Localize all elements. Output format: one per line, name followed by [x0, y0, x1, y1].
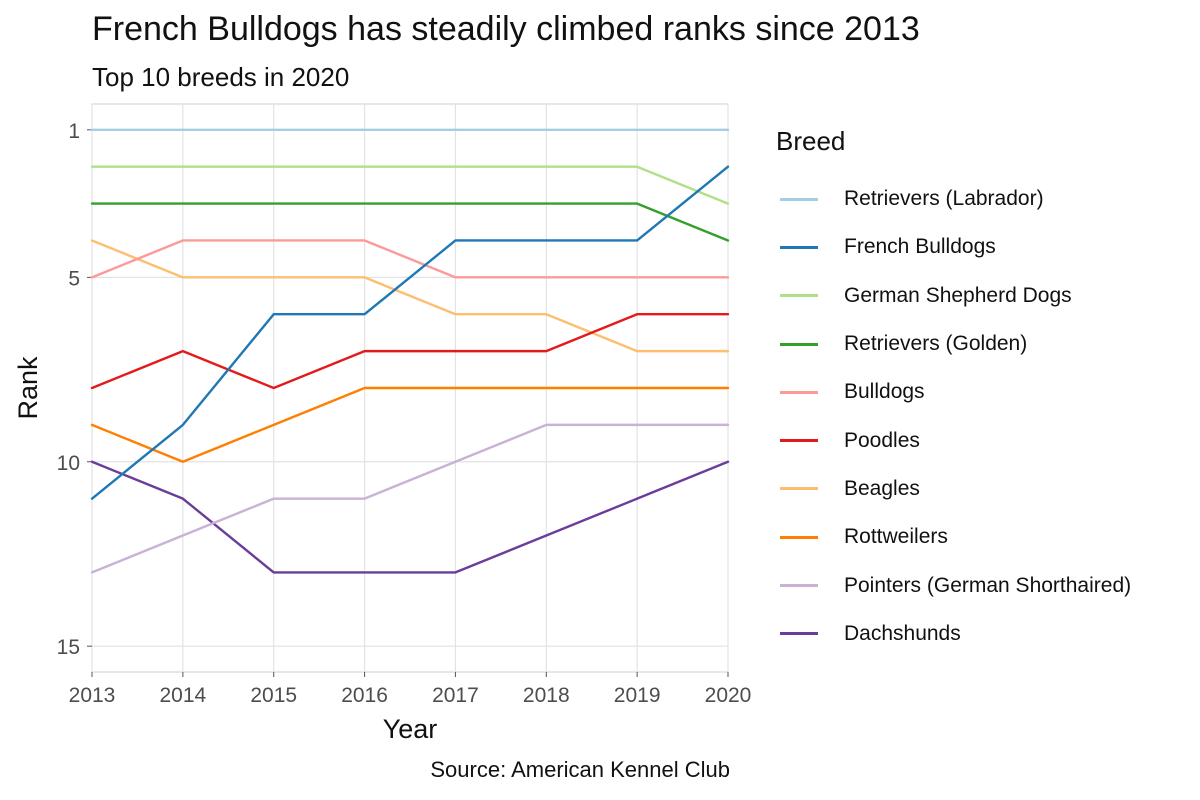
legend-label: Rottweilers — [844, 525, 948, 549]
series-line-pointers-german-shorthaired — [90, 423, 730, 574]
chart-subtitle: Top 10 breeds in 2020 — [92, 62, 350, 92]
legend-key — [780, 535, 818, 539]
legend-key — [780, 487, 818, 491]
legend-key — [780, 245, 818, 249]
legend-title: Breed — [776, 126, 846, 156]
series-line-beagles — [90, 239, 730, 353]
legend-item: Retrievers (Labrador) — [776, 175, 1131, 223]
legend-key — [780, 632, 818, 636]
x-tick-label: 2014 — [159, 684, 206, 707]
legend: Breed Retrievers (Labrador) French Bulldo… — [776, 126, 1131, 658]
legend-label: German Shepherd Dogs — [844, 283, 1072, 307]
x-tick-label: 2016 — [341, 684, 388, 707]
y-tick-label: 15 — [57, 636, 80, 659]
x-tick-label: 2018 — [523, 684, 570, 707]
x-tick-label: 2013 — [69, 684, 116, 707]
legend-label: Retrievers (Labrador) — [844, 187, 1044, 211]
legend-item: German Shepherd Dogs — [776, 272, 1131, 320]
legend-item: Retrievers (Golden) — [776, 320, 1131, 368]
y-axis-title: Rank — [13, 356, 43, 420]
legend-label: Dachshunds — [844, 621, 961, 645]
legend-item: Dachshunds — [776, 610, 1131, 658]
chart-title: French Bulldogs has steadily climbed ran… — [92, 10, 920, 48]
y-tick-label: 10 — [57, 452, 80, 475]
legend-label: French Bulldogs — [844, 235, 996, 259]
legend-item: Poodles — [776, 416, 1131, 464]
series-line-german-shepherd-dogs — [90, 165, 730, 205]
legend-item: Beagles — [776, 465, 1131, 513]
x-tick-label: 2020 — [705, 684, 752, 707]
legend-key — [780, 439, 818, 443]
series-line-dachshunds — [90, 460, 730, 574]
x-tick-label: 2019 — [614, 684, 661, 707]
x-axis-title: Year — [383, 714, 438, 744]
series-line-rottweilers — [90, 386, 730, 463]
legend-key — [780, 584, 818, 588]
legend-item: Pointers (German Shorthaired) — [776, 561, 1131, 609]
line-chart: 2013 2014 2015 2016 2017 2018 2019 2020151015Ye… — [13, 103, 752, 744]
legend-key — [780, 390, 818, 394]
legend-label: Beagles — [844, 476, 920, 500]
y-tick-label: 5 — [68, 267, 80, 290]
series-line-retrievers-golden — [90, 202, 730, 242]
source-caption: Source: American Kennel Club — [430, 757, 730, 782]
legend-key — [780, 197, 818, 201]
legend-item: Rottweilers — [776, 513, 1131, 561]
legend-key — [780, 294, 818, 298]
legend-key — [780, 342, 818, 346]
series-line-bulldogs — [90, 239, 730, 279]
y-tick-label: 1 — [68, 120, 80, 143]
series-line-french-bulldogs — [90, 165, 730, 500]
x-tick-label: 2015 — [250, 684, 297, 707]
legend-label: Pointers (German Shorthaired) — [844, 573, 1132, 597]
legend-label: Poodles — [844, 428, 920, 452]
x-tick-label: 2017 — [432, 684, 479, 707]
series-line-poodles — [90, 313, 730, 390]
legend-label: Retrievers (Golden) — [844, 332, 1028, 356]
legend-item: Bulldogs — [776, 368, 1131, 416]
legend-label: Bulldogs — [844, 380, 925, 404]
legend-item: French Bulldogs — [776, 223, 1131, 271]
